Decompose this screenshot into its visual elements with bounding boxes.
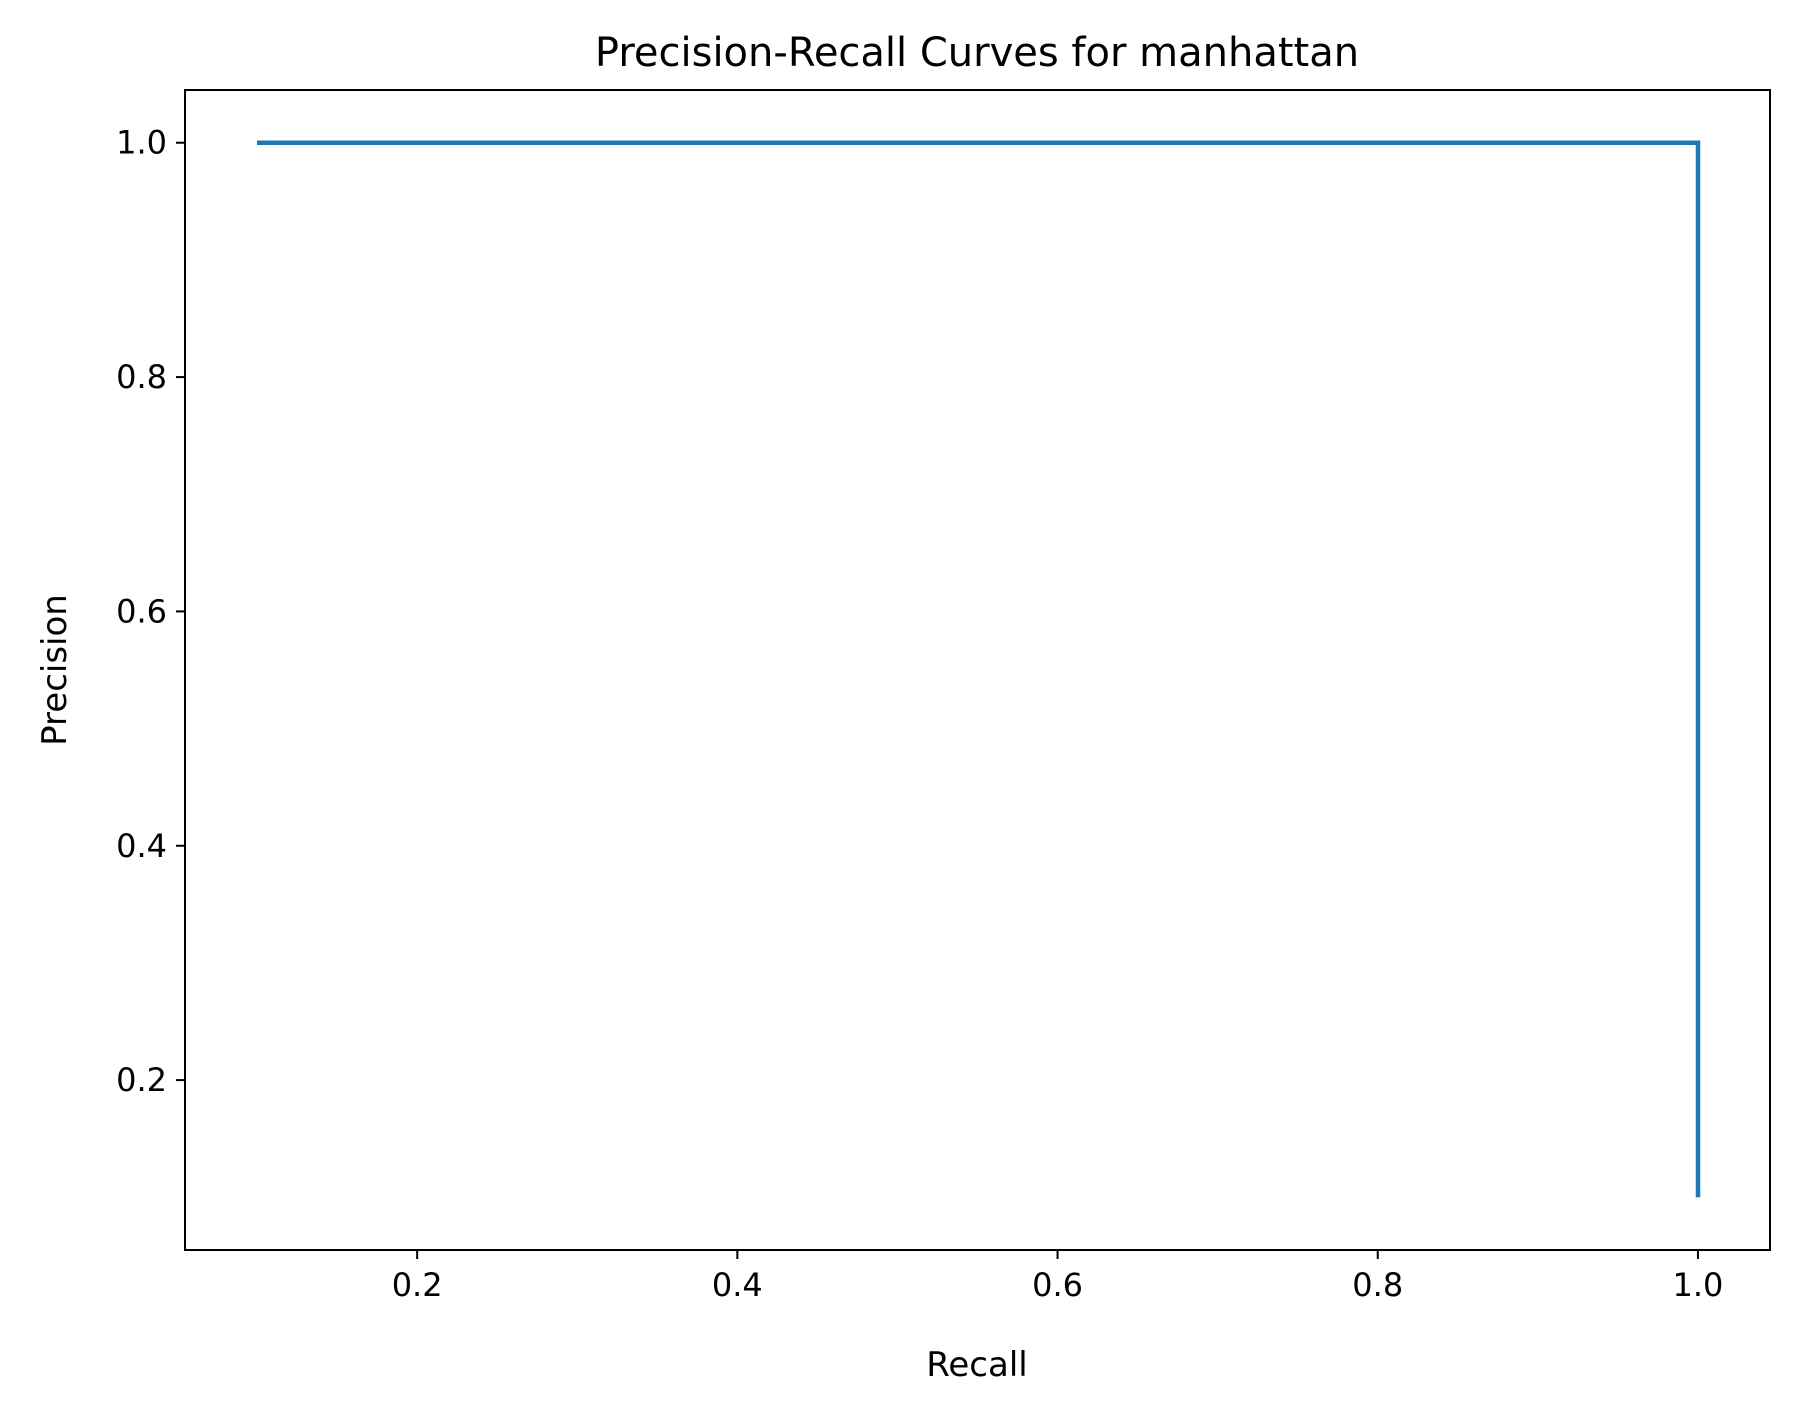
y-tick-label: 0.2: [116, 1061, 167, 1099]
x-tick-label: 0.8: [1352, 1266, 1403, 1304]
x-tick-label: 1.0: [1673, 1266, 1724, 1304]
x-tick-label: 0.4: [712, 1266, 763, 1304]
y-tick-label: 1.0: [116, 124, 167, 162]
series-line-0: [257, 140, 1701, 1198]
y-axis-label: Precision: [35, 594, 75, 746]
y-axis-ticks: 0.2 0.4 0.6 0.8 1.0: [116, 124, 185, 1099]
plot-frame: [184, 89, 1771, 1251]
x-axis-label: Recall: [926, 1345, 1027, 1385]
series-layer: [257, 140, 1701, 1198]
x-axis-ticks: 0.2 0.4 0.6 0.8 1.0: [392, 1250, 1724, 1304]
x-tick-label: 0.6: [1032, 1266, 1083, 1304]
x-tick-label: 0.2: [392, 1266, 443, 1304]
y-tick-label: 0.6: [116, 592, 167, 630]
plot-background: [185, 90, 1770, 1250]
y-tick-label: 0.4: [116, 827, 167, 865]
y-tick-label: 0.8: [116, 358, 167, 396]
chart-title: Precision-Recall Curves for manhattan: [595, 30, 1359, 76]
